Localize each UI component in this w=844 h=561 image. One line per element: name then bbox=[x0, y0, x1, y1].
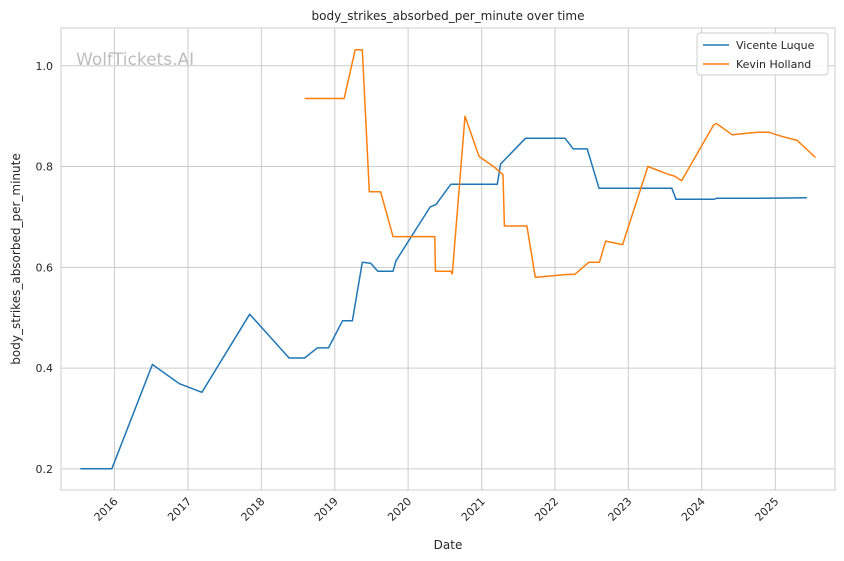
y-tick-label: 0.8 bbox=[36, 161, 54, 174]
legend-box bbox=[696, 32, 829, 76]
x-tick-label: 2018 bbox=[239, 495, 268, 524]
x-tick-label: 2019 bbox=[312, 495, 341, 524]
y-tick-label: 1.0 bbox=[36, 60, 54, 73]
x-tick-label: 2017 bbox=[165, 495, 194, 524]
y-tick-label: 0.4 bbox=[36, 362, 54, 375]
series-lines bbox=[80, 48, 817, 470]
series-line-kevin-holland bbox=[304, 48, 817, 279]
x-tick-label: 2023 bbox=[606, 495, 635, 524]
y-axis-label: body_strikes_absorbed_per_minute bbox=[9, 153, 23, 364]
x-tick-label: 2025 bbox=[752, 495, 781, 524]
legend: Vicente Luque Kevin Holland bbox=[696, 32, 829, 76]
legend-label-kevin-holland: Kevin Holland bbox=[736, 58, 811, 71]
x-tick-label: 2024 bbox=[679, 495, 708, 524]
legend-label-vicente-luque: Vicente Luque bbox=[736, 39, 815, 52]
plot-area-frame bbox=[60, 27, 836, 491]
chart-title: body_strikes_absorbed_per_minute over ti… bbox=[312, 9, 585, 23]
x-tick-label: 2016 bbox=[92, 495, 121, 524]
x-axis-label: Date bbox=[434, 538, 463, 552]
y-tick-label: 0.6 bbox=[36, 261, 54, 274]
x-tick-label: 2020 bbox=[385, 495, 414, 524]
series-line-vicente-luque bbox=[80, 137, 807, 470]
x-tick-label: 2022 bbox=[532, 495, 561, 524]
x-tick-label: 2021 bbox=[459, 495, 488, 524]
watermark-text: WolfTickets.AI bbox=[76, 50, 194, 70]
grid-lines bbox=[61, 28, 835, 490]
y-tick-label: 0.2 bbox=[36, 463, 54, 476]
